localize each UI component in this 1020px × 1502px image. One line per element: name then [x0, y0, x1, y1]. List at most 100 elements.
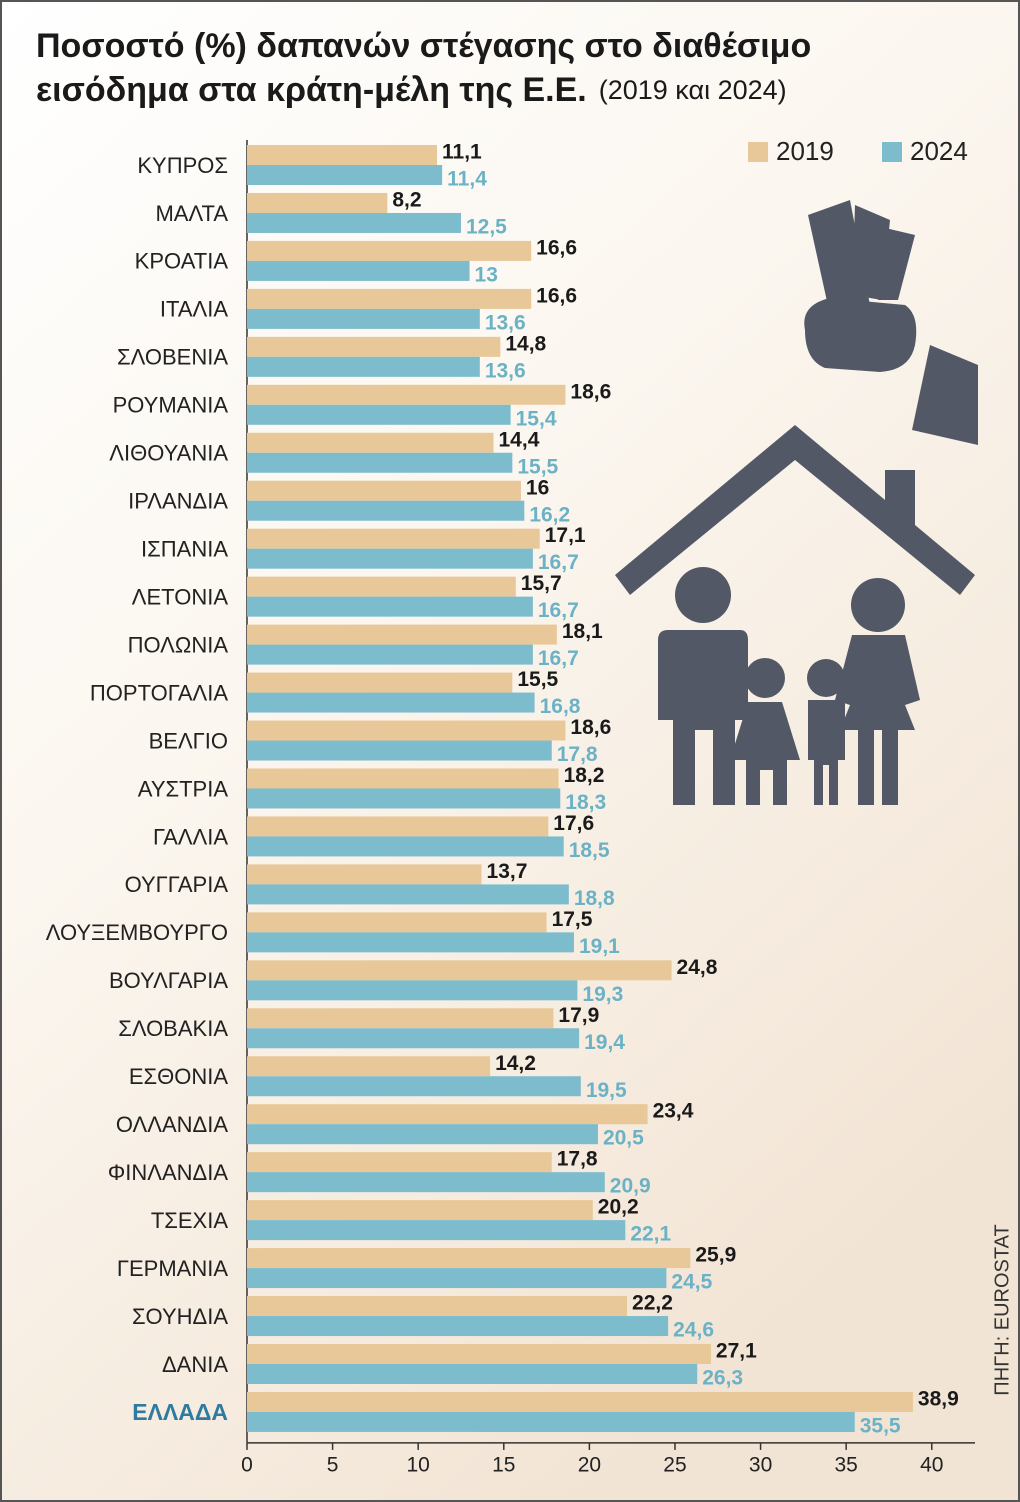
bar — [247, 1076, 581, 1097]
value-label: 22,1 — [630, 1223, 671, 1246]
bar — [247, 1364, 698, 1384]
x-tick-label: 35 — [834, 1453, 857, 1476]
bar — [247, 480, 521, 501]
bar — [247, 644, 533, 665]
bar — [247, 356, 480, 377]
bar — [247, 1296, 628, 1317]
bar — [247, 384, 566, 405]
value-label: 23,4 — [653, 1100, 694, 1123]
value-label: 25,9 — [695, 1244, 736, 1267]
value-label: 16,7 — [538, 551, 579, 574]
value-label: 16,8 — [540, 695, 581, 718]
bar — [247, 788, 561, 809]
y-tick-label: ΑΥΣΤΡΙΑ — [138, 776, 229, 801]
value-label: 15,7 — [521, 572, 562, 595]
x-tick-label: 30 — [749, 1453, 772, 1476]
value-label: 26,3 — [702, 1367, 743, 1390]
value-label: 18,3 — [565, 791, 606, 814]
bar — [247, 816, 549, 837]
value-label: 14,8 — [505, 332, 546, 355]
y-tick-label: ΓΑΛΛΙΑ — [153, 824, 228, 849]
bar — [247, 980, 578, 1001]
legend-label: 2019 — [776, 136, 834, 166]
y-tick-label: ΙΤΑΛΙΑ — [160, 297, 228, 322]
bar — [247, 740, 552, 761]
hand — [804, 298, 917, 372]
y-tick-label: ΟΥΓΓΑΡΙΑ — [125, 872, 229, 897]
banknote — [878, 228, 915, 300]
chart-title: εισόδημα στα κράτη-μέλη της Ε.Ε. (2019 κα… — [36, 71, 787, 109]
bar — [247, 1248, 691, 1269]
mother — [835, 635, 920, 805]
bar — [247, 1104, 648, 1125]
y-tick-label: ΣΛΟΒΕΝΙΑ — [117, 345, 228, 370]
bar — [247, 960, 672, 981]
value-label: 27,1 — [716, 1340, 757, 1363]
bar — [247, 1344, 711, 1364]
y-tick-label: ΟΛΛΑΝΔΙΑ — [116, 1112, 228, 1137]
house-roof — [615, 425, 975, 595]
sleeve — [912, 345, 978, 445]
value-label: 13,7 — [487, 860, 528, 883]
bar — [247, 624, 557, 645]
bar — [247, 1028, 580, 1049]
source: ΠΗΓΗ: EUROSTAT — [991, 1224, 1013, 1395]
bar — [247, 932, 574, 953]
bar — [247, 452, 513, 473]
y-tick-label: ΡΟΥΜΑΝΙΑ — [113, 393, 229, 418]
bar — [247, 912, 547, 933]
value-label: 8,2 — [392, 189, 421, 212]
bar — [247, 1152, 552, 1173]
value-label: 16 — [526, 476, 549, 499]
mother-head — [851, 578, 905, 632]
bar — [247, 1316, 669, 1337]
y-tick-label: ΛΟΥΞΕΜΒΟΥΡΓΟ — [46, 920, 228, 945]
x-tick-label: 10 — [407, 1453, 430, 1476]
value-label: 18,8 — [574, 887, 615, 910]
bar — [247, 672, 513, 693]
value-label: 13,6 — [485, 311, 526, 334]
y-tick-label: ΠΟΛΩΝΙΑ — [128, 632, 229, 657]
bar — [247, 1172, 605, 1193]
value-label: 24,6 — [673, 1319, 714, 1342]
y-tick-label: ΕΛΛΑΔΑ — [132, 1399, 228, 1425]
chart-subtitle: (2019 και 2024) — [599, 75, 787, 105]
value-label: 18,2 — [564, 764, 605, 787]
y-tick-label: ΦΙΝΛΑΝΔΙΑ — [108, 1160, 229, 1185]
value-label: 17,1 — [545, 524, 586, 547]
bar — [247, 884, 569, 905]
value-label: 14,4 — [499, 428, 540, 451]
y-tick-label: ΠΟΡΤΟΓΑΛΙΑ — [90, 680, 228, 705]
father-head — [675, 567, 731, 623]
legend-swatch — [748, 142, 768, 162]
value-label: 24,8 — [677, 956, 718, 979]
value-label: 16,2 — [529, 503, 570, 526]
value-label: 19,3 — [582, 983, 623, 1006]
bar — [247, 432, 494, 453]
value-label: 11,4 — [447, 168, 487, 191]
x-tick-label: 40 — [920, 1453, 943, 1476]
y-tick-label: ΜΑΛΤΑ — [155, 201, 228, 226]
value-label: 20,5 — [603, 1127, 644, 1150]
y-tick-label: ΒΕΛΓΙΟ — [149, 728, 228, 753]
girl — [730, 702, 800, 805]
value-label: 20,2 — [598, 1196, 639, 1219]
x-tick-label: 0 — [241, 1453, 253, 1476]
value-label: 35,5 — [860, 1415, 901, 1438]
value-label: 18,1 — [562, 620, 603, 643]
bar — [247, 212, 461, 233]
boy-head — [807, 659, 845, 697]
bar — [247, 720, 566, 741]
bar — [247, 1268, 667, 1289]
value-label: 24,5 — [671, 1271, 712, 1294]
bar — [247, 288, 532, 309]
value-label: 19,4 — [584, 1031, 625, 1054]
value-label: 16,6 — [536, 284, 577, 307]
bar — [247, 192, 388, 213]
y-tick-label: ΙΣΠΑΝΙΑ — [141, 536, 228, 561]
y-tick-label: ΙΡΛΑΝΔΙΑ — [128, 489, 228, 514]
bar — [247, 596, 533, 617]
value-label: 14,2 — [495, 1052, 536, 1075]
bar — [247, 240, 532, 261]
y-tick-label: ΒΟΥΛΓΑΡΙΑ — [109, 968, 228, 993]
